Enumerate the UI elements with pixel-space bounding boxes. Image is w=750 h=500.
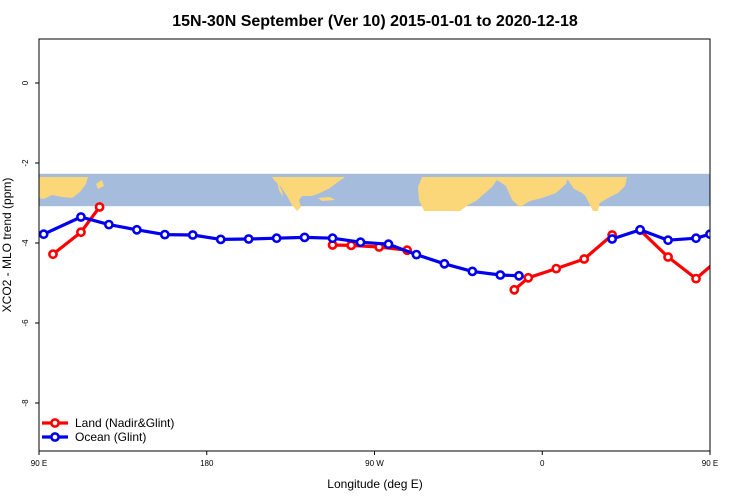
data-point [187,230,198,240]
data-point [705,229,710,240]
data-point [579,254,590,264]
plot-frame [38,38,711,452]
y-tick-label: -4 [21,239,30,247]
y-tick-label: -8 [21,399,30,407]
land-india-tip [584,193,600,211]
data-point [663,235,673,246]
data-point [76,212,86,222]
x-axis-label: Longitude (deg E) [327,477,422,491]
data-point [131,224,142,235]
data-point [739,214,746,221]
x-tick-label: 90 E [31,459,47,468]
y-axis-label: XCO2 - MLO trend (ppm) [0,178,14,313]
data-point [607,234,618,244]
x-tick-label: 0 [540,459,545,468]
y-tick-label: 0 [21,80,30,85]
plot-area [39,202,746,295]
data-point [299,232,310,243]
world-map-band [39,173,710,211]
land-baja [277,181,283,197]
data-point [691,233,701,244]
y-axis: 0 -2 -4 -6 -8 [21,80,39,407]
land-cuba [318,197,335,201]
legend-entry: Land (Nadir&Glint) [75,416,174,430]
data-point [243,234,254,244]
data-point [691,273,701,284]
series-line [51,206,101,256]
data-point [103,219,114,230]
series-layer [39,202,746,295]
data-point [467,266,478,277]
series-line [638,229,710,281]
series-line [611,228,710,242]
land-japan-island [96,180,104,189]
data-point [94,202,105,212]
legend-entry: Ocean (Glint) [75,430,146,444]
data-point [411,249,422,260]
land-north-america [272,177,345,211]
legend-marker [50,418,60,428]
data-point [383,239,394,250]
series-land [48,202,727,295]
map-land [39,177,627,211]
data-point [635,224,646,235]
data-point [346,240,357,251]
data-point [439,258,450,269]
x-tick-label: 90 W [365,459,384,468]
data-point [39,229,49,240]
land-asia-west [39,177,88,199]
data-point [271,233,282,244]
data-point [159,229,170,240]
data-point [76,227,86,238]
data-point [215,234,226,245]
x-tick-label: 180 [200,459,214,468]
data-point [514,270,524,281]
land-africa-arabia [418,177,568,211]
series-ocean [39,212,746,281]
land-india [566,177,627,204]
chart-title: 15N-30N September (Ver 10) 2015-01-01 to… [172,13,578,30]
data-point [355,237,366,248]
data-point [48,249,58,260]
data-point [551,263,562,274]
data-point [495,270,506,280]
legend: Land (Nadir&Glint)Ocean (Glint) [42,416,174,444]
legend-marker [50,432,60,442]
data-point [523,272,534,283]
y-tick-label: -2 [21,159,30,167]
data-point [663,252,673,262]
series-line [332,243,408,252]
x-tick-label: 90 E [702,459,718,468]
data-point [509,284,520,295]
y-tick-label: -6 [21,319,30,327]
data-point [720,251,727,258]
data-point [327,233,338,244]
